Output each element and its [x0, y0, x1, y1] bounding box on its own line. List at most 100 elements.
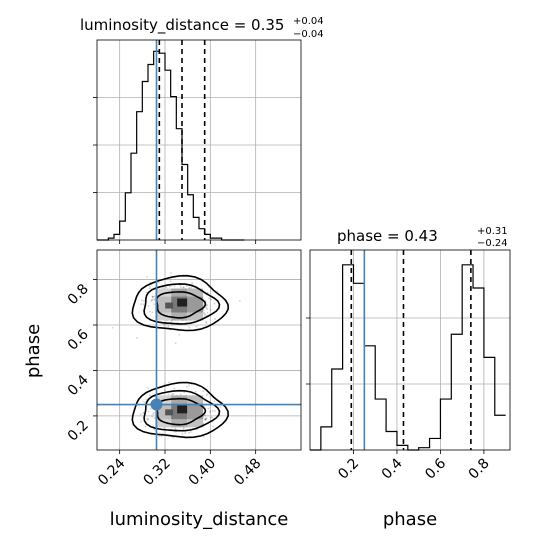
scatter-point [147, 305, 150, 307]
scatter-point [184, 432, 186, 434]
scatter-point [179, 284, 182, 287]
scatter-point [191, 282, 194, 284]
scatter-point [150, 298, 153, 301]
scatter-truth-point [150, 398, 163, 411]
phase-title-plus: +0.31 [477, 226, 508, 237]
scatter-point [205, 320, 207, 323]
scatter-point [219, 405, 222, 408]
scatter-point [147, 410, 150, 413]
scatter-point [171, 393, 174, 396]
scatter-point [206, 308, 209, 310]
scatter-point [153, 417, 156, 419]
scatter-point [142, 411, 144, 414]
scatter-point [194, 390, 197, 393]
phase-histogram-series [310, 264, 506, 451]
phase-title: phase = 0.43 [337, 227, 438, 245]
scatter-point [188, 287, 191, 289]
scatter-point [151, 296, 154, 298]
scatter-point [152, 295, 155, 298]
scatter-point [168, 285, 171, 288]
scatter-point [205, 306, 207, 309]
scatter-point [163, 383, 166, 386]
scatter-point [146, 418, 149, 421]
scatter-point [153, 412, 155, 414]
scatter-point [207, 407, 210, 410]
density-cell [177, 405, 188, 414]
scatter-point [205, 418, 208, 421]
scatter-point [186, 385, 188, 388]
ld-title-minus: −0.04 [293, 29, 324, 40]
density-cell [187, 403, 204, 420]
scatter-point [202, 390, 205, 393]
scatter-point [147, 387, 150, 390]
ld-hist-panel: luminosity_distance = 0.35 +0.04 −0.04 [80, 16, 324, 244]
y-axis-label-phase: phase [23, 324, 44, 378]
scatter-point [144, 425, 147, 428]
scatter-point [111, 326, 114, 329]
scatter-point [188, 326, 191, 329]
scatter-point [167, 393, 170, 396]
density-cell [165, 302, 174, 309]
scatter-point [179, 393, 182, 396]
scatter-point [203, 312, 205, 314]
scatter-point [211, 416, 213, 419]
ld-quantile-lines [158, 40, 206, 240]
density-cell [171, 312, 188, 321]
scatter-point [148, 394, 151, 397]
scatter-point [140, 420, 143, 423]
x-axis-label-luminosity-distance: luminosity_distance [110, 509, 289, 530]
scatter-point [157, 281, 160, 284]
scatter-point [163, 324, 165, 326]
scatter-point [172, 392, 175, 395]
ld-hist-ticks [93, 97, 257, 244]
scatter-point [172, 436, 175, 439]
scatter-point [214, 317, 217, 320]
scatter-point [158, 435, 160, 438]
scatter-point [139, 413, 142, 416]
scatter-frame [96, 249, 302, 451]
scatter-point [170, 272, 172, 274]
density-cell [165, 409, 174, 416]
phase-hist-frame [309, 249, 511, 451]
scatter-point [203, 418, 206, 421]
scatter-point [190, 287, 192, 289]
density-cell [187, 312, 204, 321]
scatter-point [141, 299, 143, 302]
scatter-point [174, 430, 176, 433]
ld-histogram-series [97, 50, 245, 241]
density-cell [177, 298, 188, 307]
ld-hist-frame [96, 39, 302, 241]
density-cell [155, 419, 172, 428]
scatter-point [161, 286, 164, 289]
scatter-point [145, 398, 148, 401]
scatter-point [204, 312, 206, 315]
density-contours [131, 274, 230, 439]
scatter-point [205, 322, 208, 324]
density-cell [171, 419, 188, 428]
scatter-point [188, 431, 190, 434]
scatter-point [165, 286, 168, 289]
x-axis-label-phase: phase [383, 509, 437, 530]
scatter-point [204, 418, 207, 421]
scatter-point [163, 389, 166, 392]
scatter-point [174, 427, 176, 430]
scatter-point [149, 310, 151, 313]
ld-title: luminosity_distance = 0.35 [80, 16, 284, 35]
scatter-point [151, 298, 154, 301]
scatter-point [205, 394, 208, 397]
density-cell [155, 312, 172, 321]
scatter-point [151, 415, 154, 418]
scatter-point [211, 409, 214, 412]
scatter-point [189, 431, 192, 433]
phase-quantile-lines [350, 250, 472, 450]
density-cell [187, 296, 204, 313]
scatter-point [204, 414, 207, 417]
scatter-point [174, 342, 177, 345]
scatter-point [152, 413, 154, 415]
scatter-point [168, 381, 171, 384]
scatter-point [151, 295, 154, 298]
phase-title-minus: −0.24 [477, 238, 508, 249]
scatter-point [146, 417, 148, 420]
scatter-point [151, 311, 154, 314]
